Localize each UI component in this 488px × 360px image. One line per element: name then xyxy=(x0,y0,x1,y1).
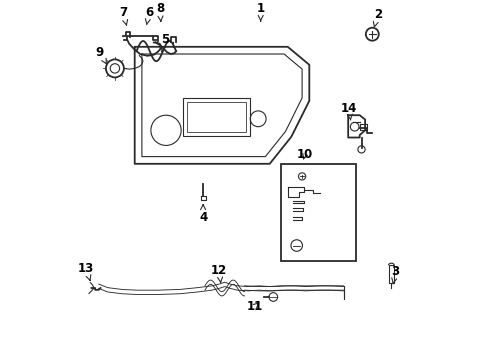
Text: 2: 2 xyxy=(372,8,381,27)
Text: 13: 13 xyxy=(78,262,94,280)
Text: 1: 1 xyxy=(256,3,264,21)
Text: 11: 11 xyxy=(246,300,263,312)
Bar xyxy=(387,265,393,283)
Bar xyxy=(186,102,246,132)
Text: 10: 10 xyxy=(296,148,312,161)
Text: 12: 12 xyxy=(211,264,227,283)
Text: 6: 6 xyxy=(144,6,153,25)
Bar xyxy=(280,164,355,261)
Text: 14: 14 xyxy=(340,102,356,120)
Text: 3: 3 xyxy=(391,265,399,284)
Text: 9: 9 xyxy=(96,46,106,64)
Text: 7: 7 xyxy=(119,6,127,25)
Text: 4: 4 xyxy=(199,204,207,224)
Bar xyxy=(183,98,249,136)
Text: 8: 8 xyxy=(156,3,163,21)
Text: 5: 5 xyxy=(161,33,169,51)
